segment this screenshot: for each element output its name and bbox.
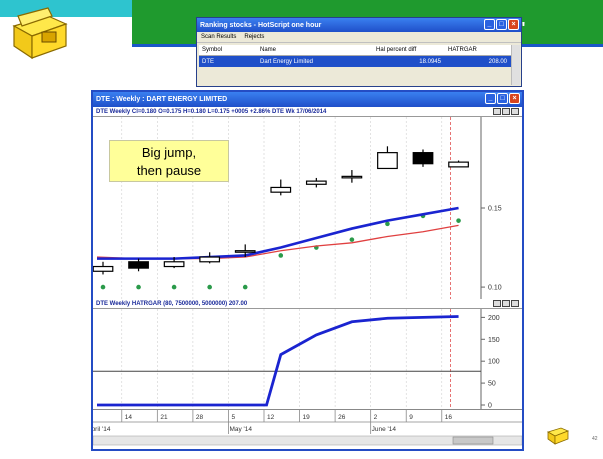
table-row[interactable]: DTE Dart Energy Limited 18.0945 208.00 [199, 56, 511, 67]
month-label: April '14 [93, 426, 111, 433]
signal-dot [385, 221, 390, 227]
candle-body [163, 261, 185, 268]
signal-dot [207, 284, 212, 290]
price-pane-header: DTE Weekly Cl=0.180 O=0.175 H=0.180 L=0.… [93, 107, 522, 117]
close-icon[interactable]: × [509, 93, 520, 104]
treasure-chest-logo-icon [8, 6, 72, 62]
hatrgar-line [97, 315, 459, 407]
page-number: 42 [592, 436, 598, 442]
scrollbar-thumb [452, 436, 494, 445]
maximize-icon[interactable]: □ [497, 93, 508, 104]
price-chart[interactable]: 0.15 0.10 [93, 117, 522, 311]
pane-minimize-icon[interactable] [493, 300, 501, 307]
scan-tabs: Scan Results Rejects [197, 32, 521, 43]
scan-window-title: Ranking stocks - HotScript one hour [200, 21, 322, 29]
minimize-icon[interactable]: _ [484, 19, 495, 30]
indicator-chart[interactable]: 200 150 100 50 0 [93, 309, 522, 409]
scan-scrollbar[interactable] [511, 45, 520, 85]
signal-dot [171, 284, 177, 290]
date-tick-label: 19 [303, 414, 311, 421]
pane-maximize-icon[interactable] [502, 108, 510, 115]
pane-maximize-icon[interactable] [502, 300, 510, 307]
indicator-tick-label: 100 [488, 359, 500, 366]
candle-body [341, 175, 363, 179]
price-tick-label: 0.15 [488, 206, 502, 213]
callout-note: Big jump, then pause [109, 140, 229, 182]
date-tick-label: 2 [374, 414, 378, 421]
date-tick-label: 14 [125, 414, 133, 421]
close-icon[interactable]: × [508, 19, 519, 30]
date-tick-label: 5 [231, 414, 235, 421]
candle-body [128, 261, 149, 269]
cell-diff: 18.0945 [419, 58, 441, 65]
candle-body [412, 152, 434, 165]
indicator-tick-label: 50 [488, 381, 496, 388]
blue-moving-average-line [97, 206, 459, 260]
col-diff[interactable]: Hal percent diff [376, 47, 417, 53]
cell-hatrgar: 208.00 [488, 58, 507, 65]
indicator-tick-label: 150 [488, 337, 500, 344]
signal-dot [136, 284, 141, 290]
signal-dot [278, 253, 284, 258]
cell-symbol: DTE [202, 58, 214, 65]
date-tick-label: 16 [445, 414, 453, 421]
signal-dot [242, 284, 248, 290]
date-tick-label: 12 [267, 414, 275, 421]
scan-window-titlebar[interactable]: Ranking stocks - HotScript one hour _ □ … [197, 18, 521, 32]
candle-body [93, 265, 114, 272]
cell-name: Dart Energy Limited [260, 58, 314, 65]
table-header: Symbol Name Hal percent diff HATRGAR [199, 45, 511, 56]
month-label: May '14 [229, 426, 252, 433]
col-hatrgar[interactable]: HATRGAR [448, 47, 477, 53]
month-label: June '14 [372, 426, 397, 433]
candle-body [448, 161, 469, 168]
pane-minimize-icon[interactable] [493, 108, 501, 115]
indicator-tick-label: 0 [488, 403, 492, 410]
candle-body [199, 256, 221, 263]
candle-body [377, 152, 398, 170]
candle-body [305, 180, 327, 185]
pane-close-icon[interactable] [511, 300, 519, 307]
maximize-icon[interactable]: □ [496, 19, 507, 30]
red-moving-average-line [96, 224, 459, 260]
col-symbol[interactable]: Symbol [202, 47, 223, 53]
price-header-text: DTE Weekly Cl=0.180 O=0.175 H=0.180 L=0.… [96, 108, 327, 115]
pane-close-icon[interactable] [511, 108, 519, 115]
date-tick-label: 21 [160, 414, 168, 421]
date-tick-label: 26 [338, 414, 346, 421]
indicator-tick-label: 200 [488, 315, 500, 322]
signal-dot [100, 284, 106, 290]
chart-window-title: DTE : Weekly : DART ENERGY LIMITED [96, 96, 228, 103]
col-name[interactable]: Name [260, 47, 277, 53]
candle-body [234, 250, 256, 253]
callout-line-1: Big jump, [141, 145, 197, 160]
horizontal-scrollbar [93, 435, 522, 446]
callout-line-2: then pause [136, 163, 202, 178]
tab-scan-results[interactable]: Scan Results [201, 34, 237, 40]
signal-dot [349, 237, 355, 242]
indicator-pane-header: DTE Weekly HATRGAR (80, 7500000, 5000000… [93, 299, 522, 309]
date-tick-label: 28 [196, 414, 204, 421]
minimize-icon[interactable]: _ [485, 93, 496, 104]
scan-results-table: Symbol Name Hal percent diff HATRGAR DTE… [199, 45, 511, 67]
small-treasure-chest-icon [546, 424, 570, 446]
scan-results-window[interactable]: Ranking stocks - HotScript one hour _ □ … [196, 17, 522, 87]
candle-body [270, 186, 292, 193]
indicator-header-text: DTE Weekly HATRGAR (80, 7500000, 5000000… [96, 300, 248, 307]
date-tick-label: 9 [409, 414, 413, 421]
signal-dot [456, 218, 461, 223]
price-tick-label: 0.10 [488, 285, 502, 292]
tab-rejects[interactable]: Rejects [244, 34, 265, 40]
chart-window-titlebar[interactable]: DTE : Weekly : DART ENERGY LIMITED _ □ × [93, 92, 522, 107]
chart-window[interactable]: DTE : Weekly : DART ENERGY LIMITED _ □ ×… [91, 90, 524, 451]
